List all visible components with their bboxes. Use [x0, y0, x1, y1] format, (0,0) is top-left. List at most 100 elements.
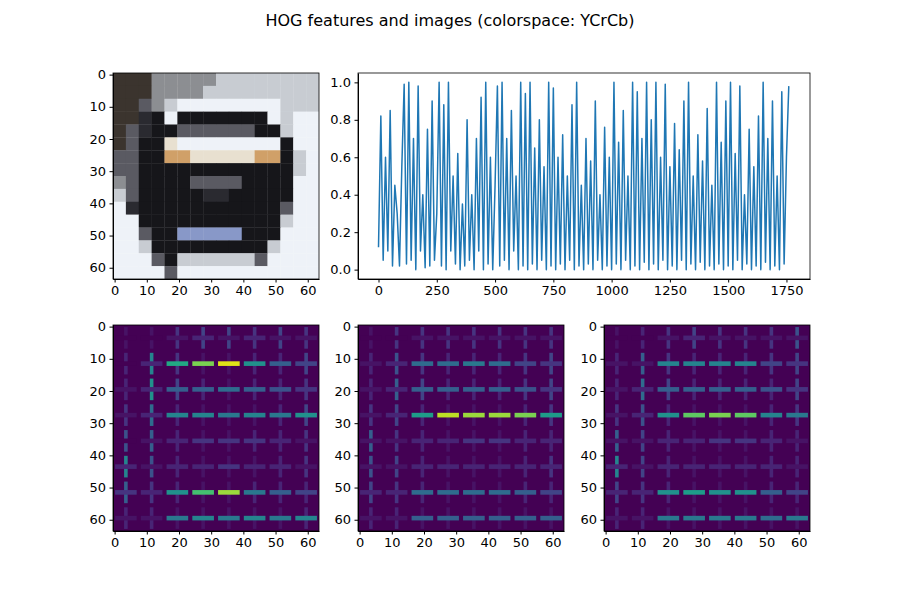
- pixel: [306, 125, 319, 138]
- pixel: [152, 73, 165, 86]
- pixel: [216, 86, 229, 99]
- hog-horizontal: [115, 387, 137, 392]
- hog-horizontal: [437, 387, 459, 392]
- hog-horizontal: [412, 439, 434, 444]
- plot-frame: [113, 73, 319, 279]
- hog-horizontal: [295, 516, 317, 521]
- y-tick: 0: [343, 319, 358, 334]
- suptitle: HOG features and images (colorspace: YCr…: [265, 11, 634, 30]
- y-tick-mark: [355, 157, 359, 158]
- hog-horizontal: [786, 387, 808, 392]
- hog-horizontal: [437, 516, 459, 521]
- pixel: [280, 202, 293, 215]
- hog-horizontal: [115, 490, 137, 495]
- hog-horizontal: [735, 387, 757, 392]
- hog-horizontal: [658, 336, 680, 341]
- pixel: [268, 125, 281, 138]
- pixel: [152, 86, 165, 99]
- x-tick-label: 10: [630, 535, 647, 550]
- pixel: [139, 189, 152, 202]
- x-tick-mark: [392, 531, 393, 535]
- y-tick-mark: [110, 139, 114, 140]
- y-tick-mark: [601, 423, 605, 424]
- pixel: [177, 176, 190, 189]
- pixel: [190, 150, 203, 163]
- x-tick: 0: [111, 279, 119, 298]
- hog-horizontal: [761, 336, 783, 341]
- hog-horizontal: [489, 361, 511, 366]
- pixel: [293, 202, 306, 215]
- x-tick: 1750: [770, 279, 803, 298]
- pixel: [280, 86, 293, 99]
- x-tick: 20: [662, 531, 679, 550]
- hog-horizontal: [786, 439, 808, 444]
- y-tick: 60: [580, 512, 604, 527]
- pixel: [165, 266, 178, 279]
- y-tick: 20: [89, 384, 113, 399]
- hog-horizontal: [141, 387, 163, 392]
- y-tick-label: 60: [89, 260, 106, 275]
- hog-horizontal: [192, 464, 214, 469]
- hog-horizontal: [244, 387, 266, 392]
- pixel: [229, 253, 242, 266]
- hog-horizontal: [735, 464, 757, 469]
- x-tick-label: 60: [791, 535, 808, 550]
- pixel: [113, 253, 126, 266]
- pixel: [229, 150, 242, 163]
- pixel: [203, 163, 216, 176]
- plot-area: [358, 325, 564, 531]
- pixel: [306, 163, 319, 176]
- hog-horizontal: [540, 387, 562, 392]
- hog-horizontal: [632, 336, 654, 341]
- x-tick-label: 30: [203, 283, 220, 298]
- pixel: [177, 228, 190, 241]
- hog-horizontal: [489, 413, 511, 418]
- pixel: [255, 176, 268, 189]
- x-tick: 10: [139, 279, 156, 298]
- hog-horizontal: [658, 464, 680, 469]
- y-tick: 20: [334, 384, 358, 399]
- hog-horizontal: [141, 490, 163, 495]
- y-tick-mark: [110, 107, 114, 108]
- x-tick-label: 60: [300, 535, 317, 550]
- y-tick: 60: [89, 260, 113, 275]
- pixel: [203, 215, 216, 228]
- x-tick-mark: [147, 279, 148, 283]
- y-tick: 40: [89, 448, 113, 463]
- pixel: [216, 137, 229, 150]
- pixel: [216, 176, 229, 189]
- pixel: [113, 228, 126, 241]
- x-tick: 40: [727, 531, 744, 550]
- pixel: [268, 112, 281, 125]
- x-tick-mark: [786, 279, 787, 283]
- pixel: [306, 215, 319, 228]
- hog-horizontal: [141, 413, 163, 418]
- pixel: [293, 86, 306, 99]
- hog-horizontal: [515, 361, 537, 366]
- x-tick: 30: [448, 531, 465, 550]
- y-tick: 1.0: [330, 75, 358, 90]
- hog-horizontal: [463, 490, 485, 495]
- pixel: [242, 228, 255, 241]
- pixel: [229, 215, 242, 228]
- x-tick: 60: [300, 279, 317, 298]
- pixel: [126, 163, 139, 176]
- x-tick: 40: [236, 279, 253, 298]
- hog-horizontal: [489, 336, 511, 341]
- x-tick-label: 10: [384, 535, 401, 550]
- hog-horizontal: [270, 490, 292, 495]
- hog-horizontal: [761, 387, 783, 392]
- hog-horizontal: [632, 413, 654, 418]
- pixel: [126, 86, 139, 99]
- y-tick-label: 10: [334, 351, 351, 366]
- x-tick-mark: [702, 531, 703, 535]
- pixel: [242, 86, 255, 99]
- y-tick: 10: [580, 351, 604, 366]
- hog-background: [358, 325, 564, 531]
- hog-horizontal: [761, 439, 783, 444]
- pixel: [255, 163, 268, 176]
- y-tick-mark: [110, 203, 114, 204]
- x-tick-mark: [243, 531, 244, 535]
- pixel: [139, 125, 152, 138]
- y-tick-mark: [355, 270, 359, 271]
